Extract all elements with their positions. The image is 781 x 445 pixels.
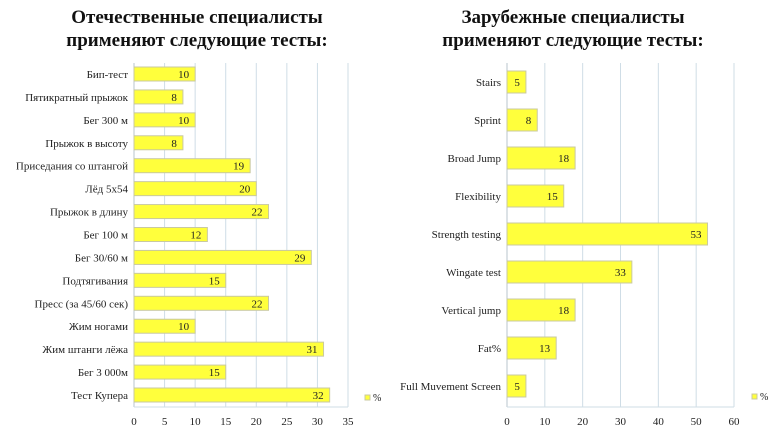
- left-bar: [133, 227, 208, 242]
- right-x-tick-label: 10: [539, 416, 551, 428]
- left-bar: [133, 318, 196, 334]
- right-category-label: Flexibility: [455, 191, 501, 203]
- left-x-tick-label: 15: [220, 416, 232, 428]
- right-bar: [506, 184, 565, 208]
- left-category-label: Подтягивания: [62, 275, 128, 287]
- left-x-tick-label: 5: [162, 416, 168, 428]
- right-legend-swatch: [751, 393, 758, 400]
- left-data-label: 20: [239, 184, 251, 196]
- left-category-label: Жим ногами: [69, 321, 128, 333]
- right-bar: [506, 146, 576, 170]
- left-bar: [133, 181, 257, 197]
- right-category-label: Strength testing: [432, 229, 502, 241]
- right-category-label: Full Muvement Screen: [400, 381, 501, 393]
- left-data-label: 22: [252, 298, 263, 310]
- right-title-line-2: применяют следующие тесты:: [442, 30, 704, 51]
- left-category-label: Жим штанги лёжа: [42, 344, 128, 356]
- left-data-label: 8: [171, 138, 177, 150]
- right-data-label: 15: [547, 191, 559, 203]
- left-legend-label: %: [373, 393, 381, 404]
- right-data-label: 5: [514, 77, 520, 89]
- left-bar: [133, 364, 227, 380]
- left-x-tick-label: 25: [281, 416, 293, 428]
- right-bar: [506, 260, 633, 284]
- right-data-label: 8: [526, 115, 532, 127]
- left-x-tick-label: 10: [190, 416, 202, 428]
- right-bar: [506, 222, 709, 246]
- right-x-tick-label: 0: [504, 416, 510, 428]
- right-data-label: 18: [558, 153, 570, 165]
- left-data-label: 29: [294, 252, 306, 264]
- right-bar: [506, 108, 538, 132]
- left-data-label: 22: [252, 207, 263, 219]
- right-data-label: 5: [514, 381, 520, 393]
- left-bar: [133, 295, 270, 311]
- left-category-label: Бип-тест: [87, 69, 129, 81]
- left-data-label: 10: [178, 321, 190, 333]
- left-category-label: Прыжок в длину: [50, 207, 129, 219]
- left-title-line-2: применяют следующие тесты:: [66, 30, 328, 51]
- right-x-tick-label: 50: [691, 416, 703, 428]
- left-bar: [133, 135, 184, 151]
- left-category-label: Прыжок в высоту: [45, 138, 128, 150]
- left-legend-swatch: [364, 394, 371, 401]
- left-x-tick-label: 20: [251, 416, 263, 428]
- right-x-tick-label: 60: [729, 416, 741, 428]
- left-category-label: Бег 3 000м: [78, 367, 128, 379]
- left-x-tick-label: 0: [131, 416, 137, 428]
- left-category-label: Пятикратный прыжок: [25, 92, 128, 104]
- left-x-tick-label: 30: [312, 416, 324, 428]
- right-category-label: Fat%: [478, 343, 501, 355]
- right-x-tick-label: 20: [577, 416, 589, 428]
- left-bar: [133, 272, 227, 288]
- right-x-tick-label: 30: [615, 416, 627, 428]
- left-data-label: 31: [307, 344, 318, 356]
- right-data-label: 18: [558, 305, 570, 317]
- right-chart-title: Зарубежные специалисты применяют следующ…: [423, 6, 723, 52]
- right-category-label: Sprint: [474, 115, 501, 127]
- left-data-label: 19: [233, 161, 245, 173]
- left-bar: [133, 341, 325, 357]
- left-bar: [133, 249, 312, 265]
- left-data-label: 15: [209, 367, 221, 379]
- left-data-label: 12: [190, 230, 201, 242]
- left-category-label: Приседания со штангой: [16, 161, 128, 173]
- left-bar: [133, 66, 196, 82]
- left-title-line-1: Отечественные специалисты: [71, 7, 323, 28]
- left-data-label: 32: [313, 390, 324, 402]
- left-x-tick-label: 35: [343, 416, 355, 428]
- right-legend-label: %: [760, 392, 768, 403]
- left-category-label: Пресс (за 45/60 сек): [35, 298, 129, 310]
- right-category-label: Wingate test: [446, 267, 501, 279]
- right-bar: [506, 298, 576, 322]
- right-data-label: 53: [691, 229, 703, 241]
- right-x-tick-label: 40: [653, 416, 665, 428]
- left-bar: [133, 204, 270, 220]
- left-bar: [133, 112, 196, 128]
- right-bar: [506, 336, 557, 360]
- left-data-label: 15: [209, 275, 221, 287]
- left-category-label: Тест Купера: [71, 390, 128, 402]
- left-chart-title: Отечественные специалисты применяют след…: [47, 6, 347, 52]
- left-category-label: Лёд 5х54: [85, 184, 128, 196]
- left-data-label: 10: [178, 115, 190, 127]
- right-category-label: Vertical jump: [441, 305, 501, 317]
- right-category-label: Broad Jump: [448, 153, 502, 165]
- left-category-label: Бег 100 м: [83, 230, 128, 242]
- right-bar: [506, 70, 527, 94]
- right-bar: [506, 374, 527, 398]
- left-data-label: 8: [171, 92, 177, 104]
- right-data-label: 13: [539, 343, 551, 355]
- left-data-label: 10: [178, 69, 190, 81]
- left-bar: [133, 158, 251, 174]
- left-category-label: Бег 30/60 м: [75, 252, 128, 264]
- left-bar: [133, 89, 184, 105]
- left-category-label: Бег 300 м: [83, 115, 128, 127]
- left-bar: [133, 387, 331, 403]
- right-title-line-1: Зарубежные специалисты: [461, 7, 685, 28]
- right-category-label: Stairs: [476, 77, 501, 89]
- right-data-label: 33: [615, 267, 627, 279]
